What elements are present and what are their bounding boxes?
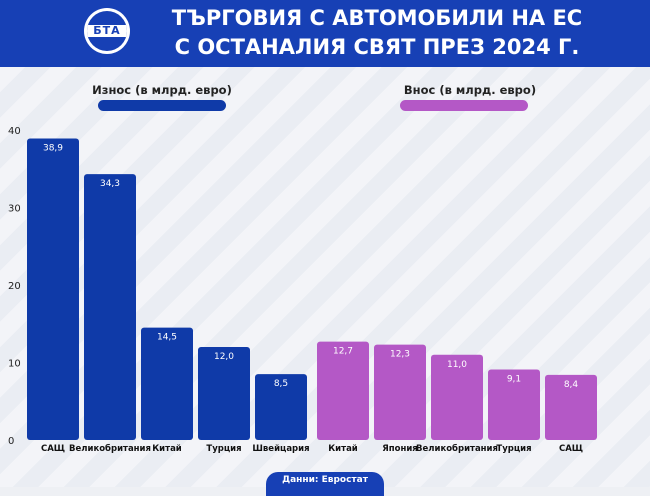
source-text: Данни: Евростат [282, 475, 368, 485]
bar-value-label: 12,3 [390, 350, 410, 360]
bar-value-label: 34,3 [100, 179, 120, 189]
y-tick-label: 30 [8, 204, 21, 215]
x-category-label: Швейцария [252, 444, 309, 454]
bar-value-label: 11,0 [447, 360, 467, 370]
bar-export [84, 174, 136, 441]
x-category-label: Турция [206, 444, 241, 454]
bar-export [141, 327, 193, 440]
legend-export: Износ (в млрд. евро) [82, 83, 242, 97]
bta-logo-text: БТА [93, 24, 121, 37]
title-line-2: С ОСТАНАЛИЯ СВЯТ ПРЕЗ 2024 Г. [174, 35, 580, 59]
y-tick-label: 20 [8, 281, 21, 292]
legend-export-swatch [98, 100, 226, 111]
bta-logo: БТА [84, 8, 130, 54]
bar-import [545, 374, 597, 440]
source-badge: Данни: Евростат [266, 472, 384, 496]
bar-value-label: 14,5 [157, 333, 177, 343]
x-category-label: САЩ [41, 444, 65, 454]
bar-export [255, 374, 307, 440]
x-category-label: Великобритания [69, 443, 151, 454]
page-title: ТЪРГОВИЯ С АВТОМОБИЛИ НА ЕС С ОСТАНАЛИЯ … [142, 4, 612, 62]
legend-export-label: Износ (в млрд. евро) [92, 83, 232, 97]
legend-import: Внос (в млрд. евро) [390, 83, 550, 97]
bar-import [431, 354, 483, 440]
bar-export [27, 138, 79, 440]
bar-value-label: 12,0 [214, 352, 234, 362]
bar-import [317, 341, 369, 440]
bar-value-label: 38,9 [43, 144, 63, 154]
x-category-label: Турция [496, 444, 531, 454]
y-tick-label: 40 [8, 126, 21, 137]
x-category-label: Китай [152, 444, 182, 454]
bar-value-label: 8,5 [274, 379, 288, 389]
bar-value-label: 8,4 [564, 380, 579, 390]
bar-value-label: 12,7 [333, 347, 353, 357]
bar-value-label: 9,1 [507, 374, 521, 384]
header-banner: БТА ТЪРГОВИЯ С АВТОМОБИЛИ НА ЕС С ОСТАНА… [0, 0, 650, 67]
legend-import-label: Внос (в млрд. евро) [403, 83, 537, 97]
x-category-label: САЩ [559, 444, 583, 454]
y-tick-label: 10 [8, 359, 21, 370]
y-tick-label: 0 [8, 436, 14, 447]
title-line-1: ТЪРГОВИЯ С АВТОМОБИЛИ НА ЕС [171, 6, 583, 30]
bar-import [374, 344, 426, 440]
legend-import-swatch [400, 100, 528, 111]
x-category-label: Китай [328, 444, 358, 454]
x-category-label: Япония [382, 444, 418, 454]
x-category-label: Великобритания [416, 443, 498, 454]
bar-import [488, 369, 540, 440]
bar-export [198, 347, 250, 440]
